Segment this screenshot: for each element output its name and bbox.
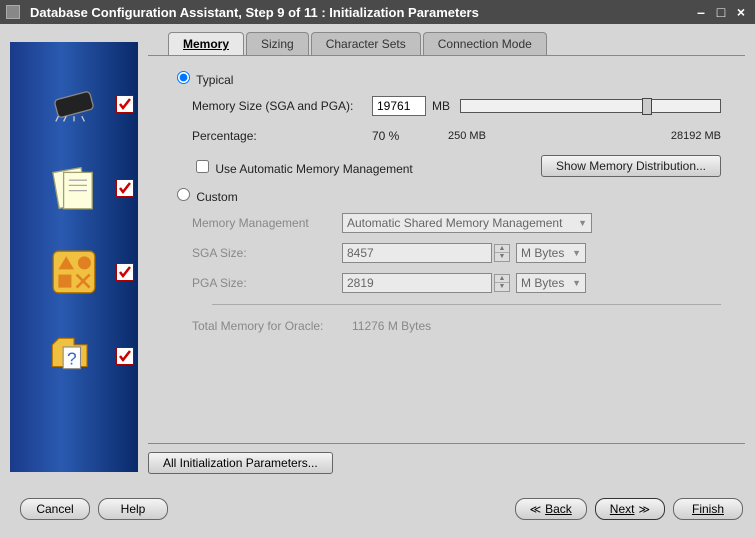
tab-memory[interactable]: Memory: [168, 32, 244, 55]
step-check-icon: [116, 263, 134, 281]
chevron-right-icon: ≫: [638, 503, 650, 516]
pga-unit-value: M Bytes: [521, 276, 564, 290]
memory-management-value: Automatic Shared Memory Management: [347, 216, 562, 230]
slider-max-label: 28192 MB: [671, 130, 721, 142]
all-init-params-button[interactable]: All Initialization Parameters...: [148, 452, 333, 474]
show-memory-distribution-button[interactable]: Show Memory Distribution...: [541, 155, 721, 177]
tab-character-sets[interactable]: Character Sets: [311, 32, 421, 55]
back-button-label: Back: [545, 502, 572, 516]
memory-management-label: Memory Management: [192, 216, 342, 230]
total-memory-label: Total Memory for Oracle:: [192, 319, 352, 333]
finish-button[interactable]: Finish: [673, 498, 743, 520]
pga-unit-dropdown[interactable]: M Bytes ▼: [516, 273, 586, 293]
wizard-footer: Cancel Help ≪ Back Next ≫ Finish: [0, 490, 755, 528]
sga-unit-dropdown[interactable]: M Bytes ▼: [516, 243, 586, 263]
finish-button-label: Finish: [692, 502, 724, 516]
sga-unit-value: M Bytes: [521, 246, 564, 260]
memory-size-input[interactable]: [372, 96, 426, 116]
memory-size-label: Memory Size (SGA and PGA):: [192, 99, 372, 113]
chevron-left-icon: ≪: [530, 503, 542, 516]
memory-size-unit: MB: [432, 99, 450, 113]
custom-radio-input[interactable]: [177, 188, 190, 201]
chevron-down-icon: ▼: [572, 278, 581, 288]
memory-slider-handle[interactable]: [642, 98, 652, 115]
wizard-sidebar: ?: [10, 42, 138, 472]
pga-stepper[interactable]: ▲▼: [494, 274, 510, 292]
app-icon: [6, 5, 20, 19]
shapes-icon: [48, 246, 100, 298]
total-memory-value: 11276 M Bytes: [352, 319, 431, 333]
step-check-icon: [116, 95, 134, 113]
chevron-down-icon: ▼: [578, 218, 587, 228]
custom-radio[interactable]: Custom: [172, 190, 238, 204]
typical-radio-label: Typical: [196, 73, 233, 87]
memory-slider[interactable]: [460, 99, 721, 113]
slider-min-label: 250 MB: [448, 130, 486, 142]
tab-connection-mode[interactable]: Connection Mode: [423, 32, 547, 55]
use-auto-mem-label: Use Automatic Memory Management: [215, 162, 412, 176]
svg-text:?: ?: [67, 349, 77, 369]
minimize-button[interactable]: –: [693, 4, 709, 20]
use-auto-mem-checkbox[interactable]: Use Automatic Memory Management: [192, 157, 413, 176]
tab-strip: Memory Sizing Character Sets Connection …: [168, 32, 745, 55]
typical-radio[interactable]: Typical: [172, 73, 233, 87]
next-button[interactable]: Next ≫: [595, 498, 665, 520]
back-button[interactable]: ≪ Back: [515, 498, 587, 520]
custom-radio-label: Custom: [196, 190, 237, 204]
maximize-button[interactable]: □: [713, 4, 729, 20]
use-auto-mem-checkbox-input[interactable]: [196, 160, 209, 173]
sga-stepper[interactable]: ▲▼: [494, 244, 510, 262]
help-button[interactable]: Help: [98, 498, 168, 520]
memory-management-dropdown[interactable]: Automatic Shared Memory Management ▼: [342, 213, 592, 233]
window-title: Database Configuration Assistant, Step 9…: [30, 5, 479, 20]
close-button[interactable]: ×: [733, 4, 749, 20]
cancel-button[interactable]: Cancel: [20, 498, 90, 520]
typical-radio-input[interactable]: [177, 71, 190, 84]
window-titlebar: Database Configuration Assistant, Step 9…: [0, 0, 755, 24]
step-check-icon: [116, 179, 134, 197]
pga-size-input[interactable]: 2819: [342, 273, 492, 293]
folders-icon: ?: [48, 330, 100, 382]
next-button-label: Next: [610, 502, 635, 516]
percentage-label: Percentage:: [192, 129, 372, 143]
chip-icon: [48, 78, 100, 130]
pga-size-label: PGA Size:: [192, 276, 342, 290]
sga-size-input[interactable]: 8457: [342, 243, 492, 263]
memory-panel: Typical Memory Size (SGA and PGA): MB Pe…: [148, 55, 745, 444]
pages-icon: [48, 162, 100, 214]
chevron-down-icon: ▼: [572, 248, 581, 258]
sga-size-label: SGA Size:: [192, 246, 342, 260]
step-check-icon: [116, 347, 134, 365]
percentage-value: 70 %: [372, 129, 432, 143]
tab-sizing[interactable]: Sizing: [246, 32, 309, 55]
